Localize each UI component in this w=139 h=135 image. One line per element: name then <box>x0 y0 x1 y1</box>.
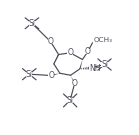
Text: O: O <box>85 47 91 56</box>
Bar <box>101 62 108 67</box>
Text: O: O <box>48 71 54 80</box>
Polygon shape <box>51 73 60 76</box>
Text: O: O <box>72 79 78 88</box>
Text: O: O <box>48 37 54 46</box>
Text: Si: Si <box>26 70 33 79</box>
Bar <box>89 66 95 71</box>
Bar <box>48 39 54 44</box>
Text: Si: Si <box>67 96 74 105</box>
Bar <box>48 73 54 78</box>
Bar <box>72 81 77 86</box>
Polygon shape <box>79 60 82 69</box>
Bar <box>67 50 73 55</box>
Polygon shape <box>71 75 75 84</box>
Bar <box>29 21 35 26</box>
Text: Si: Si <box>28 19 35 28</box>
Bar <box>26 72 32 77</box>
Bar <box>93 38 103 42</box>
Text: Si: Si <box>101 60 108 69</box>
Bar <box>67 98 73 103</box>
Text: O: O <box>67 48 73 57</box>
Text: OCH₃: OCH₃ <box>94 37 113 43</box>
Bar <box>85 49 91 54</box>
Text: NH: NH <box>89 64 101 73</box>
Polygon shape <box>54 54 59 64</box>
